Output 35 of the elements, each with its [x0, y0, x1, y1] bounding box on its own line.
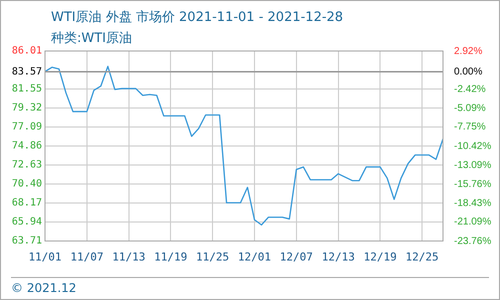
y2-tick-label: -10.42%: [454, 140, 492, 152]
y-tick-label: 74.86: [12, 140, 42, 152]
chart-title: WTI原油 外盘 市场价 2021-11-01 - 2021-12-28: [51, 9, 344, 26]
y-tick-label: 79.32: [12, 102, 42, 114]
x-tick-label: 12/13: [322, 250, 355, 264]
x-tick-label: 11/07: [70, 250, 104, 264]
y2-tick-label: -2.42%: [454, 84, 486, 95]
y2-tick-label: -21.09%: [454, 216, 492, 228]
x-tick-label: 12/25: [405, 250, 439, 264]
y2-tick-label: -18.43%: [454, 198, 492, 209]
y-tick-label: 83.57: [12, 66, 42, 78]
x-tick-label: 11/01: [28, 250, 62, 264]
text: © 2021.12: [11, 281, 76, 295]
y2-tick-label: -13.09%: [454, 160, 492, 171]
y-tick-label: 65.94: [12, 216, 42, 228]
y2-tick-label: -5.09%: [454, 102, 486, 114]
x-tick-label: 11/13: [112, 250, 146, 264]
x-tick-label: 11/25: [196, 250, 230, 264]
y2-tick-label: 0.00%: [454, 66, 482, 78]
x-tick-label: 12/07: [280, 250, 313, 264]
x-tick-label: 11/19: [154, 250, 188, 264]
y-tick-label: 72.63: [12, 160, 42, 171]
y2-tick-label: -15.76%: [454, 178, 492, 190]
y-tick-label: 63.71: [12, 236, 42, 247]
y-tick-label: 81.55: [12, 84, 42, 95]
y-tick-label: 68.17: [12, 198, 42, 209]
x-tick-label: 12/19: [364, 250, 397, 264]
y2-tick-label: 2.92%: [454, 46, 482, 57]
y-tick-label: 86.01: [12, 46, 42, 57]
y-tick-label: 77.09: [12, 122, 42, 133]
chart-subtitle: 种类:WTI原油: [51, 30, 132, 47]
y-tick-label: 70.40: [12, 178, 42, 190]
y2-tick-label: -7.75%: [454, 122, 486, 133]
x-tick-label: 12/01: [238, 250, 272, 264]
y2-tick-label: -23.76%: [454, 236, 492, 247]
